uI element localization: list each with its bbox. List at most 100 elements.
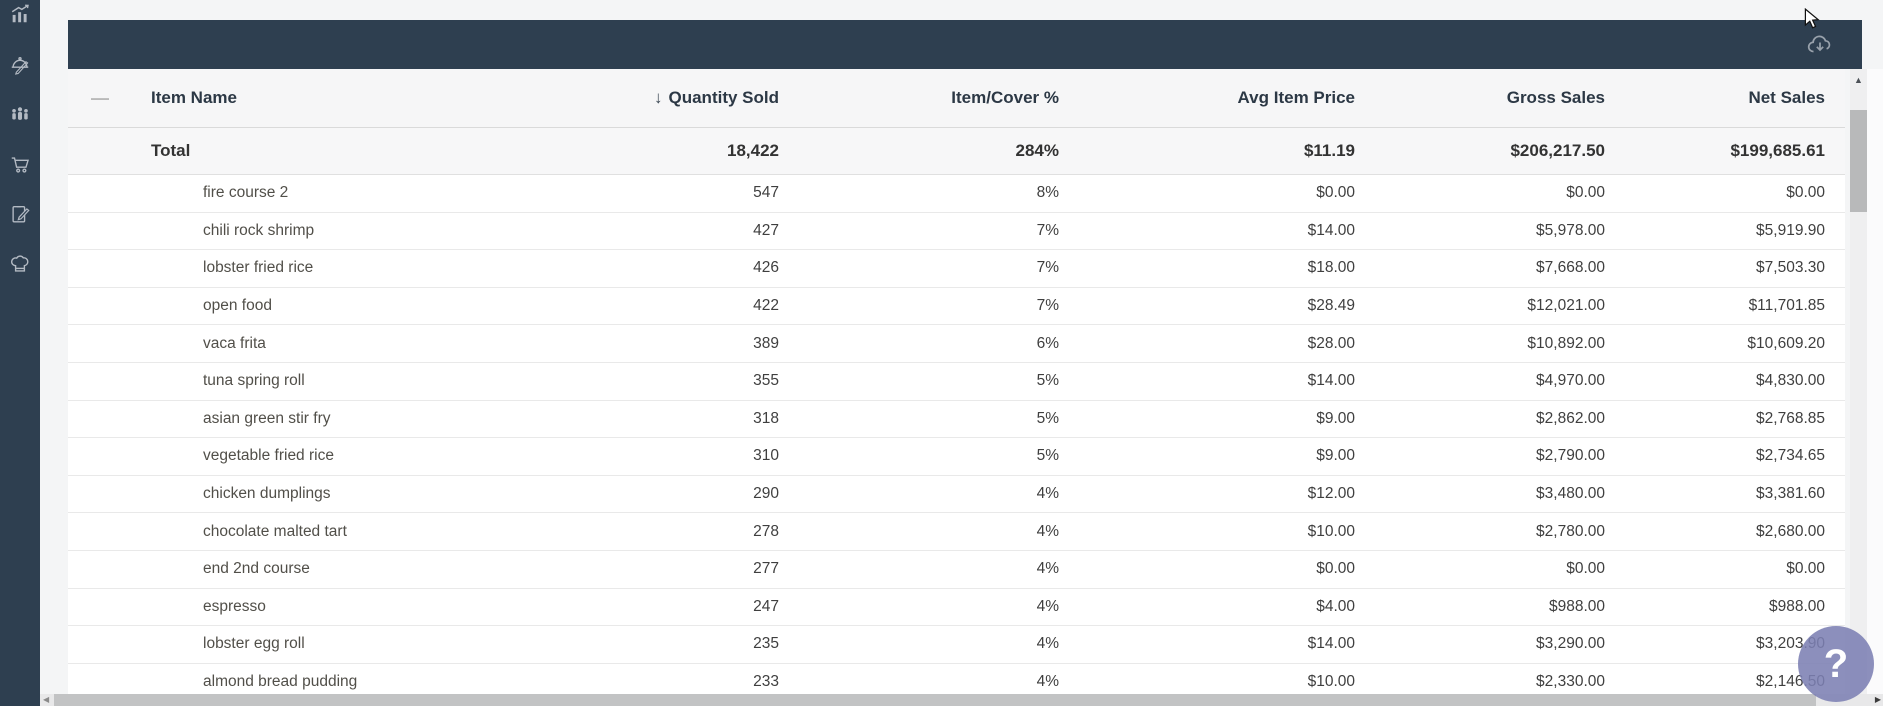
net-sales: $7,503.30 [1756, 259, 1825, 277]
column-header-item-cover-pct[interactable]: Item/Cover % [951, 88, 1059, 107]
table-row[interactable]: chicken dumplings 290 4% $12.00 $3,480.0… [68, 475, 1845, 514]
table-row[interactable]: open food 422 7% $28.49 $12,021.00 $11,7… [68, 287, 1845, 326]
gross-sales: $7,668.00 [1536, 259, 1605, 277]
vertical-scrollbar-thumb[interactable] [1850, 110, 1867, 212]
item-name: open food [203, 297, 272, 315]
quantity-sold: 426 [753, 259, 779, 277]
avg-item-price: $14.00 [1307, 635, 1355, 653]
avg-item-price: $0.00 [1316, 560, 1355, 578]
avg-item-price: $4.00 [1316, 597, 1355, 615]
gross-sales: $4,970.00 [1536, 372, 1605, 390]
table-row[interactable]: vegetable fried rice 310 5% $9.00 $2,790… [68, 438, 1845, 476]
horizontal-scrollbar-thumb[interactable] [54, 694, 1816, 706]
item-cover-pct: 8% [1036, 184, 1059, 202]
table-row[interactable]: tuna spring roll 355 5% $14.00 $4,970.00… [68, 362, 1845, 401]
item-cover-pct: 7% [1036, 297, 1059, 315]
table-row[interactable]: espresso 247 4% $4.00 $988.00 $988.00 [68, 588, 1845, 627]
quantity-sold: 277 [753, 560, 779, 578]
net-sales: $0.00 [1786, 560, 1825, 578]
quantity-sold: 427 [753, 221, 779, 239]
item-name: tuna spring roll [203, 372, 305, 390]
collapse-all-button[interactable]: — [91, 93, 109, 103]
item-cover-pct: 7% [1036, 221, 1059, 239]
column-header-gross-sales[interactable]: Gross Sales [1506, 88, 1605, 107]
column-header-net-sales[interactable]: Net Sales [1748, 88, 1825, 107]
sidebar-nav [0, 0, 40, 706]
gross-sales: $988.00 [1548, 597, 1605, 615]
quantity-sold: 389 [753, 334, 779, 352]
item-name: espresso [203, 597, 266, 615]
item-cover-pct: 4% [1036, 635, 1059, 653]
help-button[interactable]: ? [1798, 626, 1874, 702]
gross-sales: $2,790.00 [1536, 447, 1605, 465]
quantity-sold: 233 [753, 673, 779, 691]
cart-icon[interactable] [9, 153, 32, 175]
cloud-download-icon[interactable] [1806, 32, 1834, 58]
chef-hat-icon[interactable] [9, 253, 32, 275]
item-name: lobster fried rice [203, 259, 314, 277]
column-header-item-name[interactable]: Item Name [151, 88, 237, 107]
scroll-left-arrow[interactable]: ◀ [43, 695, 50, 704]
net-sales: $2,768.85 [1756, 409, 1825, 427]
avg-item-price: $14.00 [1307, 372, 1355, 390]
table-row[interactable]: chili rock shrimp 427 7% $14.00 $5,978.0… [68, 212, 1845, 251]
scroll-up-arrow[interactable]: ▲ [1854, 75, 1863, 85]
item-cover-pct: 5% [1036, 447, 1059, 465]
net-sales: $0.00 [1786, 184, 1825, 202]
item-name: lobster egg roll [203, 635, 305, 653]
item-name: vaca frita [203, 334, 266, 352]
avg-item-price: $10.00 [1307, 673, 1355, 691]
item-name: chicken dumplings [203, 485, 331, 503]
gross-sales: $3,480.00 [1536, 485, 1605, 503]
table-row[interactable]: lobster fried rice 426 7% $18.00 $7,668.… [68, 250, 1845, 288]
item-cover-pct: 4% [1036, 673, 1059, 691]
item-cover-pct: 7% [1036, 259, 1059, 277]
people-icon[interactable] [9, 103, 32, 125]
gross-sales: $2,780.00 [1536, 522, 1605, 540]
total-quantity: 18,422 [727, 141, 779, 160]
total-net-sales: $199,685.61 [1730, 141, 1825, 160]
avg-item-price: $12.00 [1307, 485, 1355, 503]
gross-sales: $10,892.00 [1527, 334, 1605, 352]
item-name: vegetable fried rice [203, 447, 334, 465]
avg-item-price: $28.00 [1307, 334, 1355, 352]
gross-sales: $2,330.00 [1536, 673, 1605, 691]
net-sales: $10,609.20 [1747, 334, 1825, 352]
quantity-sold: 547 [753, 184, 779, 202]
net-sales: $3,381.60 [1756, 485, 1825, 503]
item-name: chili rock shrimp [203, 221, 315, 239]
clipboard-edit-icon[interactable] [9, 203, 32, 225]
table-row[interactable]: fire course 2 547 8% $0.00 $0.00 $0.00 [68, 175, 1845, 213]
column-header-quantity-sold[interactable]: ↓ Quantity Sold [654, 88, 779, 107]
item-sales-table: — Item Name ↓ Quantity Sold Item/Cover % … [68, 69, 1845, 694]
gross-sales: $0.00 [1566, 560, 1605, 578]
column-header-avg-item-price[interactable]: Avg Item Price [1237, 88, 1355, 107]
avg-item-price: $14.00 [1307, 221, 1355, 239]
right-margin [1867, 69, 1883, 706]
analytics-icon[interactable] [9, 3, 32, 25]
table-row[interactable]: end 2nd course 277 4% $0.00 $0.00 $0.00 [68, 550, 1845, 589]
table-row[interactable]: almond bread pudding 233 4% $10.00 $2,33… [68, 663, 1845, 694]
service-cloche-icon[interactable] [9, 53, 32, 75]
table-row[interactable]: lobster egg roll 235 4% $14.00 $3,290.00… [68, 626, 1845, 664]
avg-item-price: $28.49 [1307, 297, 1355, 315]
net-sales: $2,146.50 [1756, 673, 1825, 691]
net-sales: $2,734.65 [1756, 447, 1825, 465]
gross-sales: $12,021.00 [1527, 297, 1605, 315]
vertical-scrollbar: ▲ [1850, 69, 1867, 706]
quantity-sold: 422 [753, 297, 779, 315]
scroll-right-arrow[interactable]: ▶ [1874, 695, 1881, 704]
table-header-row: — Item Name ↓ Quantity Sold Item/Cover % … [68, 69, 1845, 128]
item-cover-pct: 4% [1036, 560, 1059, 578]
item-cover-pct: 4% [1036, 485, 1059, 503]
total-avg-item-price: $11.19 [1303, 141, 1355, 160]
quantity-sold: 290 [753, 485, 779, 503]
net-sales: $2,680.00 [1756, 522, 1825, 540]
item-cover-pct: 6% [1036, 334, 1059, 352]
quantity-sold: 318 [753, 409, 779, 427]
total-gross-sales: $206,217.50 [1510, 141, 1605, 160]
table-row[interactable]: vaca frita 389 6% $28.00 $10,892.00 $10,… [68, 325, 1845, 363]
table-row[interactable]: chocolate malted tart 278 4% $10.00 $2,7… [68, 513, 1845, 551]
table-row[interactable]: asian green stir fry 318 5% $9.00 $2,862… [68, 400, 1845, 439]
quantity-sold: 235 [753, 635, 779, 653]
